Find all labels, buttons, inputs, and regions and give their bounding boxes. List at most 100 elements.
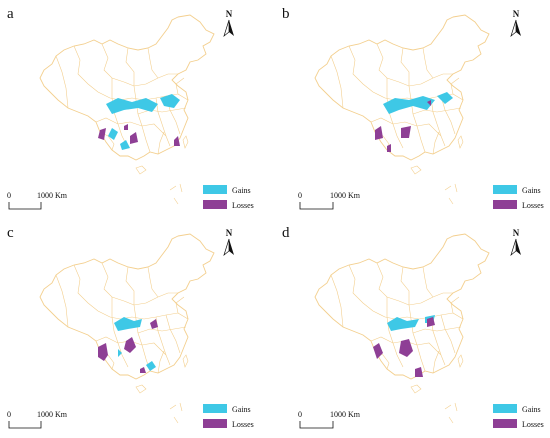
north-label: N (513, 9, 520, 19)
province-boundary (376, 43, 410, 87)
north-label: N (226, 228, 233, 238)
north-arrow-fill (516, 239, 521, 255)
losses-area (415, 367, 423, 377)
province-boundary (165, 314, 181, 354)
panel-label: a (7, 6, 14, 22)
north-arrow-icon (510, 238, 517, 256)
losses-area (401, 126, 411, 138)
legend-losses-label: Losses (522, 201, 544, 210)
losses-area (140, 367, 146, 373)
gains-area (118, 349, 122, 357)
province-boundary (440, 314, 456, 354)
losses-area (427, 100, 431, 106)
losses-area (130, 132, 138, 144)
losses-area (427, 317, 435, 327)
china-map: N 0 1000 Km Gains Losses (298, 9, 544, 210)
province-boundary (408, 85, 426, 153)
gains-areas (114, 317, 156, 371)
north-arrow-icon (223, 19, 230, 37)
province-boundary (444, 402, 458, 424)
province-boundary (137, 107, 187, 115)
losses-area (387, 144, 391, 152)
map-panel-c: c N 0 1000 Km Gains Losses (0, 219, 275, 438)
china-map: N 0 1000 Km Gains Losses (7, 9, 254, 210)
losses-area (98, 343, 108, 361)
province-boundary (182, 354, 189, 368)
province-boundary (348, 264, 386, 318)
gains-area (114, 317, 142, 331)
province-boundary (55, 55, 69, 109)
province-boundary (133, 85, 151, 153)
province-boundaries (314, 14, 490, 205)
scale-bar: 0 1000 Km (298, 410, 361, 429)
province-boundary (137, 326, 187, 334)
gains-area (437, 92, 453, 104)
losses-area (124, 337, 136, 353)
legend: Gains Losses (493, 185, 544, 210)
province-boundary (55, 274, 69, 328)
map-panel-a: a N 0 1000 Km Gains Losses (0, 0, 275, 219)
province-boundary (147, 47, 159, 79)
province-boundary (155, 316, 171, 366)
province-boundary (155, 97, 171, 147)
china-map: N 0 1000 Km Gains Losses (7, 228, 254, 429)
scale-start: 0 (298, 191, 302, 200)
province-boundary (95, 117, 167, 137)
gains-areas (383, 92, 453, 114)
north-arrow: N (223, 228, 234, 256)
province-boundary (73, 45, 111, 99)
gains-area (383, 96, 435, 114)
legend-gains-label: Gains (522, 186, 541, 195)
panel-label: d (282, 225, 290, 241)
province-boundary (400, 47, 410, 86)
province-boundary (157, 350, 165, 374)
scale-end: 1000 Km (37, 410, 68, 419)
gains-area (120, 140, 130, 150)
north-arrow: N (510, 9, 521, 37)
province-boundary (410, 165, 422, 175)
province-boundary (133, 304, 151, 372)
province-boundary (410, 384, 422, 394)
province-boundary (157, 131, 165, 155)
legend: Gains Losses (203, 185, 254, 210)
province-boundary (109, 312, 179, 320)
gains-area (146, 361, 156, 371)
province-boundary (125, 47, 135, 86)
province-boundary (111, 297, 129, 368)
scale-bar-line (8, 421, 42, 429)
province-boundary (450, 296, 464, 320)
losses-area (150, 319, 158, 329)
north-arrow: N (223, 9, 234, 37)
province-boundary (135, 165, 147, 175)
losses-area (373, 343, 383, 359)
province-boundary (376, 262, 410, 306)
province-boundary (432, 350, 440, 374)
scale-bar: 0 1000 Km (7, 410, 68, 429)
legend-losses-swatch (493, 200, 517, 209)
legend-gains-swatch (493, 404, 517, 413)
scale-bar-line (299, 202, 334, 210)
north-arrow-fill (516, 20, 521, 36)
province-boundary (169, 183, 183, 205)
province-boundary (430, 316, 446, 366)
scale-start: 0 (7, 191, 11, 200)
north-label: N (226, 9, 233, 19)
losses-area (399, 339, 413, 357)
province-boundary (169, 402, 183, 424)
losses-area (98, 128, 106, 140)
province-boundary (175, 77, 189, 101)
losses-areas (375, 100, 431, 152)
province-boundary (440, 95, 456, 135)
scale-end: 1000 Km (330, 410, 361, 419)
legend-gains-swatch (203, 185, 227, 194)
province-boundary (386, 78, 404, 149)
losses-area (124, 124, 128, 130)
province-boundary (386, 297, 404, 368)
scale-bar: 0 1000 Km (7, 191, 68, 210)
province-boundary (182, 135, 189, 149)
legend-gains-swatch (203, 404, 227, 413)
province-boundary (330, 274, 344, 328)
china-map: N 0 1000 Km Gains Losses (298, 228, 544, 429)
losses-area (375, 126, 383, 140)
